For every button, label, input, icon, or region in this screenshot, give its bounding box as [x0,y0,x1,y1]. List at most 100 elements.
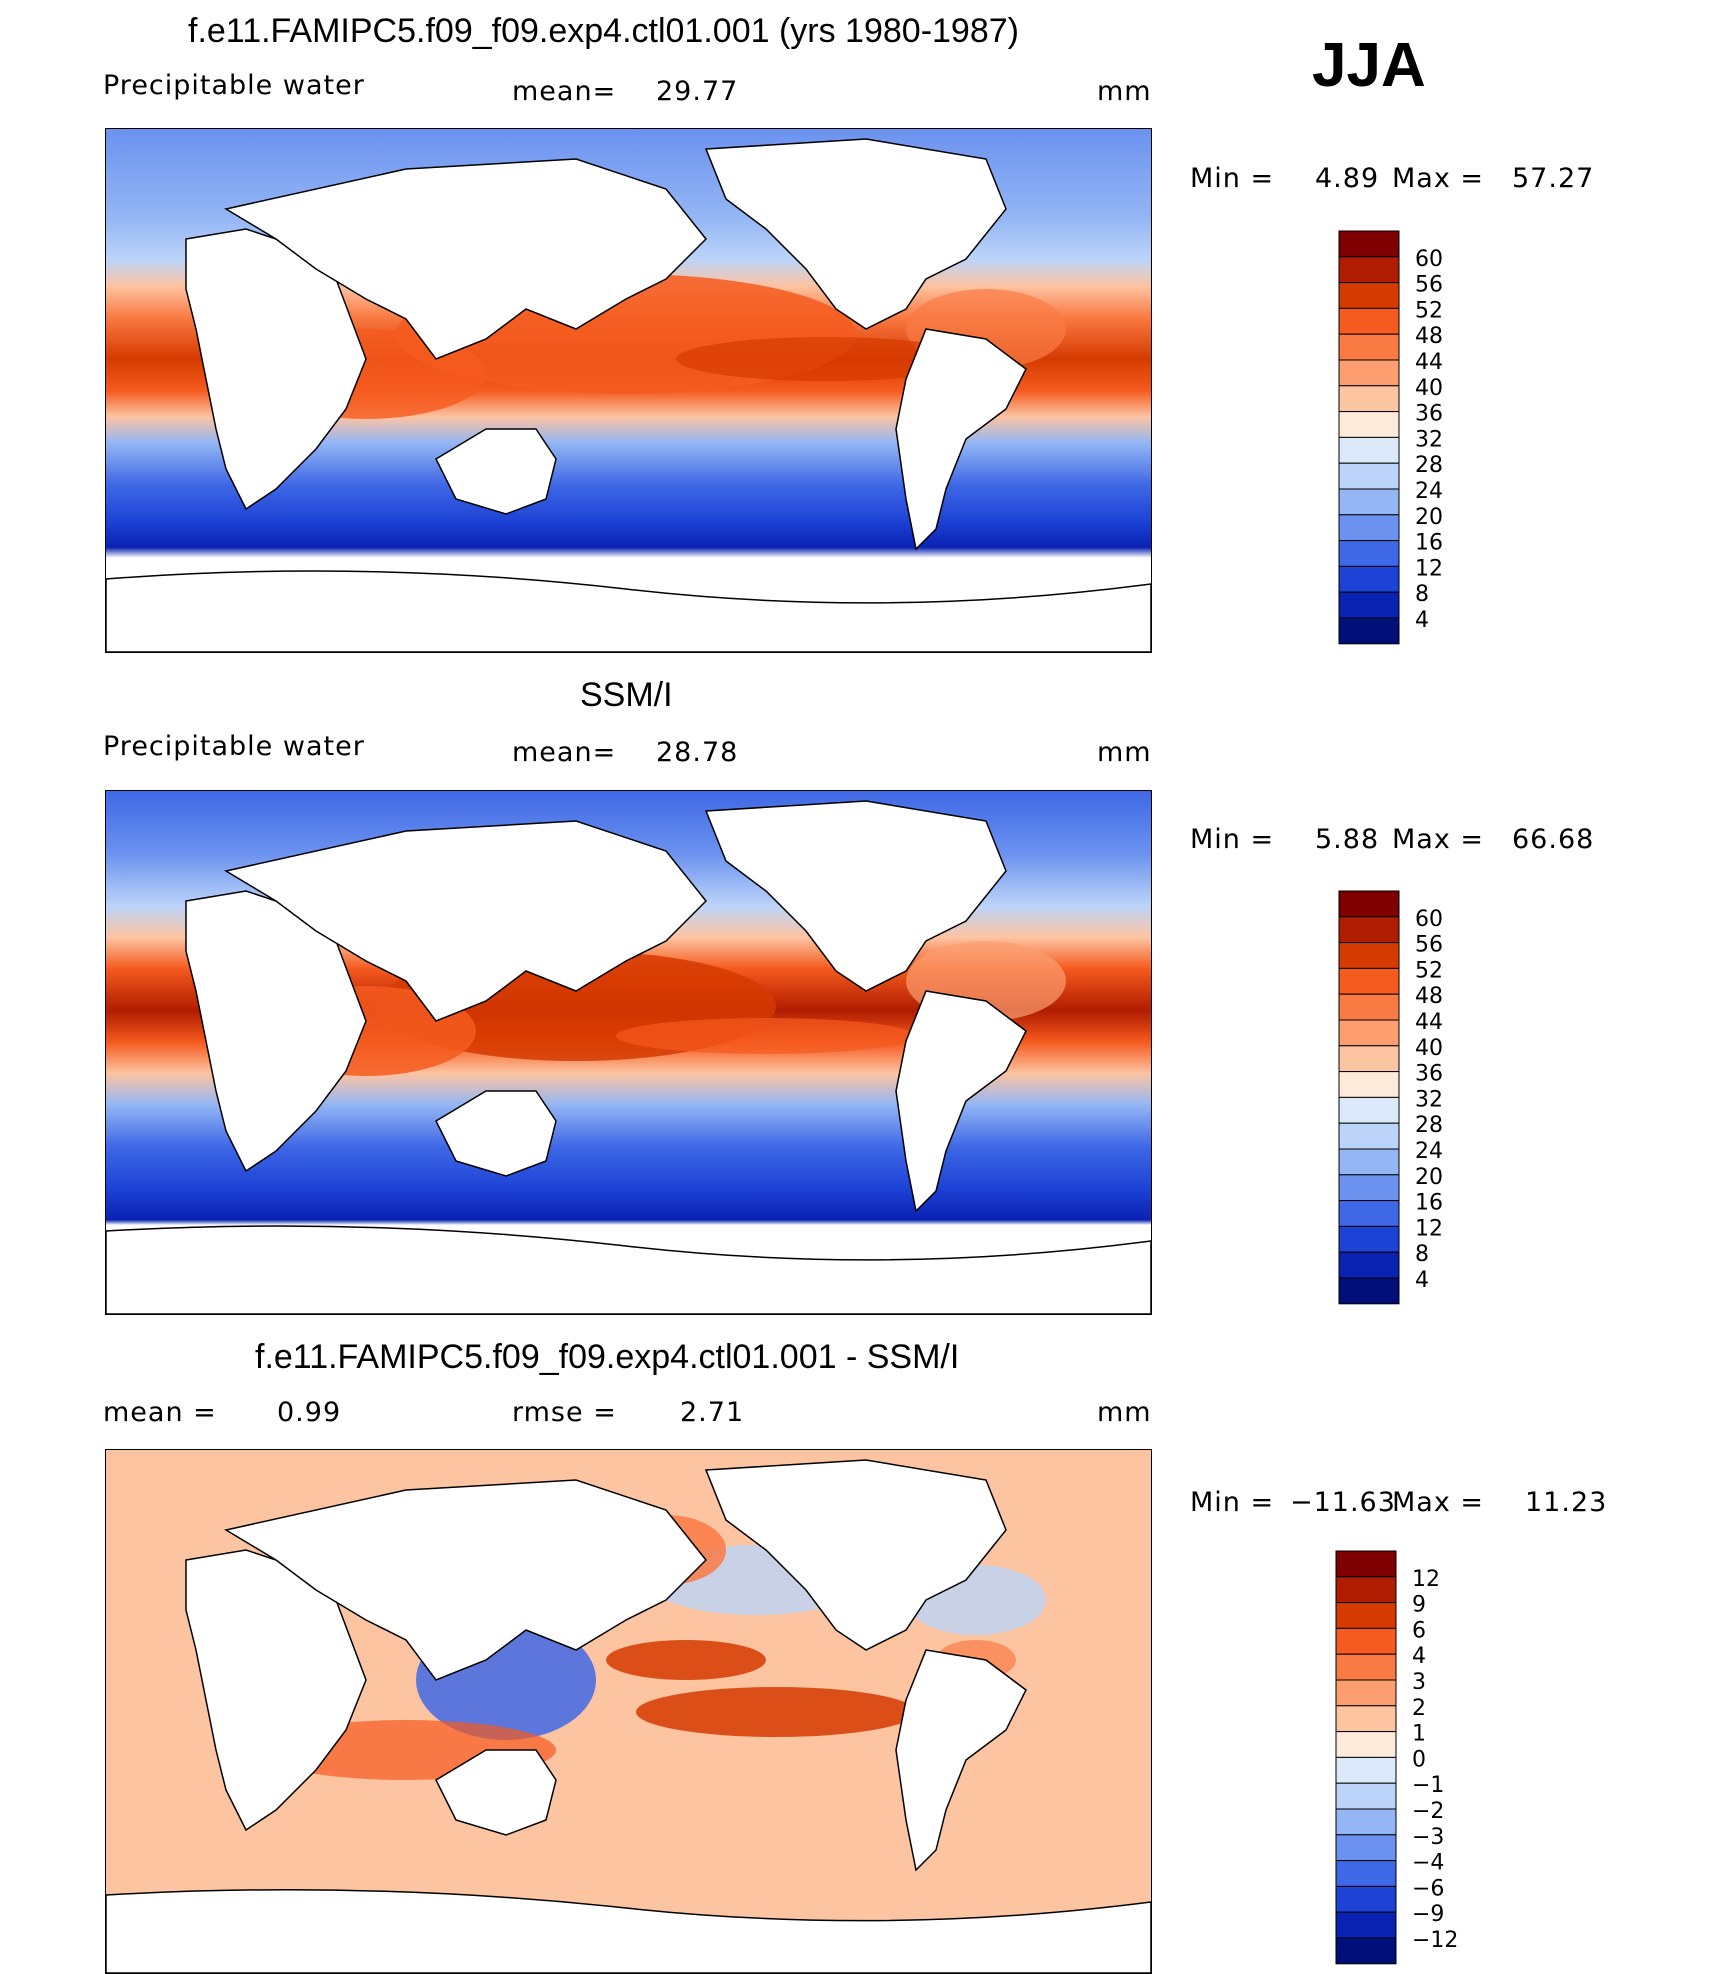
colorbar-tick-label: 16 [1415,531,1443,556]
panel1-min-label: Min = [1190,163,1275,194]
colorbar-tick-label: 48 [1415,984,1443,1009]
colorbar-swatch [1338,333,1400,361]
colorbar-tick-label: 52 [1415,298,1443,323]
colorbar-tick-label: −1 [1412,1773,1444,1798]
colorbar-swatch [1338,942,1400,969]
colorbar-tick-label: 24 [1415,479,1443,504]
colorbar-tick-label: 4 [1415,1268,1429,1293]
colorbar-tick-label: 56 [1415,273,1443,298]
colorbar-tick-label: −9 [1412,1902,1444,1927]
panel2-mean-value: 28.78 [656,737,739,768]
panel2-mean-label: mean= [512,737,617,768]
colorbar-tick-label: 4 [1412,1644,1426,1669]
colorbar-swatch [1338,1096,1400,1124]
colorbar-tick-label: 0 [1412,1747,1426,1772]
colorbar-tick-label: 56 [1415,933,1443,958]
colorbar-tick-label: 20 [1415,1165,1443,1190]
season-label: JJA [1312,31,1426,100]
colorbar-tick-label: 2 [1412,1696,1426,1721]
colorbar-swatch [1338,993,1400,1021]
colorbar-tick-label: 60 [1415,247,1443,272]
colorbar-tick-label: 52 [1415,958,1443,983]
panel1-map-svg [106,129,1151,652]
colorbar-tick-label: −4 [1412,1851,1444,1876]
colorbar-swatch [1338,1045,1400,1073]
colorbar-swatch [1338,1225,1400,1253]
colorbar-swatch [1338,230,1400,258]
colorbar-tick-label: 6 [1412,1618,1426,1643]
colorbar-swatch [1338,514,1400,542]
colorbar-tick-label: 28 [1415,453,1443,478]
colorbar-swatch [1338,256,1400,284]
colorbar-swatch [1338,540,1400,567]
colorbar-tick-label: 44 [1415,350,1443,375]
colorbar-tick-label: −2 [1412,1799,1444,1824]
colorbar-swatch [1338,1019,1400,1047]
panel2-max-label: Max = [1392,824,1485,855]
colorbar-tick-label: 8 [1415,582,1429,607]
colorbar-tick-label: 12 [1415,556,1443,581]
colorbar-swatch [1338,1251,1400,1279]
colorbar-tick-label: 12 [1412,1567,1440,1592]
panel3-map-svg [106,1450,1151,1973]
panel3-unit: mm [1097,1397,1152,1428]
panel3-mean-value: 0.99 [277,1397,342,1428]
colorbar-tick-label: 12 [1415,1216,1443,1241]
colorbar-swatch [1338,1148,1400,1176]
panel3-mean-label: mean = [103,1397,217,1428]
panel1-max-value: 57.27 [1512,163,1595,194]
colorbar-swatch [1338,967,1400,995]
colorbar-swatch [1338,1200,1400,1227]
colorbar-swatch [1338,916,1400,944]
panel2-unit: mm [1097,737,1152,768]
panel3-colorbar: 12 9 6 4 3 2 1 0 −1 −2 −3 −4 −6 −9 −12 [1335,1550,1475,1969]
colorbar-tick-label: 48 [1415,324,1443,349]
colorbar-swatch [1335,1834,1397,1862]
panel3-min-label: Min = [1190,1487,1275,1518]
colorbar-swatch [1335,1679,1397,1707]
panel1-title: f.e11.FAMIPC5.f09_f09.exp4.ctl01.001 (yr… [188,12,1019,50]
colorbar-tick-label: 60 [1415,907,1443,932]
colorbar-tick-label: 16 [1415,1191,1443,1216]
panel3-max-value: 11.23 [1525,1487,1608,1518]
panel2-min-value: 5.88 [1315,824,1380,855]
colorbar-swatch [1335,1860,1397,1887]
panel1-variable: Precipitable water [103,70,365,101]
colorbar-swatch [1335,1731,1397,1758]
colorbar-tick-label: 24 [1415,1139,1443,1164]
colorbar-swatch [1338,1122,1400,1150]
colorbar-swatch [1338,411,1400,438]
panel2-title: SSM/I [580,676,673,714]
colorbar-tick-label: 20 [1415,505,1443,530]
panel1-unit: mm [1097,76,1152,107]
colorbar-tick-label: −6 [1412,1876,1444,1901]
colorbar-swatch [1338,565,1400,593]
panel1-max-label: Max = [1392,163,1485,194]
panel1-colorbar: 60 56 52 48 44 40 36 32 28 24 20 16 12 8 4 [1338,230,1478,649]
panel1-map [105,128,1152,653]
panel3-min-value: −11.63 [1290,1487,1396,1518]
colorbar-swatch [1335,1576,1397,1604]
panel3-title: f.e11.FAMIPC5.f09_f09.exp4.ctl01.001 - S… [255,1338,960,1376]
panel2-max-value: 66.68 [1512,824,1595,855]
colorbar-swatch [1338,617,1400,645]
panel1-mean-label: mean= [512,76,617,107]
colorbar-swatch [1338,1277,1400,1305]
colorbar-swatch [1335,1653,1397,1681]
colorbar-swatch [1338,307,1400,335]
colorbar-swatch [1338,1071,1400,1098]
colorbar-tick-label: 32 [1415,427,1443,452]
colorbar-tick-label: 36 [1415,402,1443,427]
colorbar-tick-label: −3 [1412,1825,1444,1850]
colorbar-swatch [1335,1911,1397,1939]
panel3-max-label: Max = [1392,1487,1485,1518]
colorbar-swatch [1338,1174,1400,1202]
colorbar-tick-label: 40 [1415,376,1443,401]
colorbar-tick-label: 44 [1415,1010,1443,1035]
colorbar-swatch [1338,890,1400,918]
panel2-variable: Precipitable water [103,731,365,762]
colorbar-swatch [1338,488,1400,516]
colorbar-swatch [1338,385,1400,413]
